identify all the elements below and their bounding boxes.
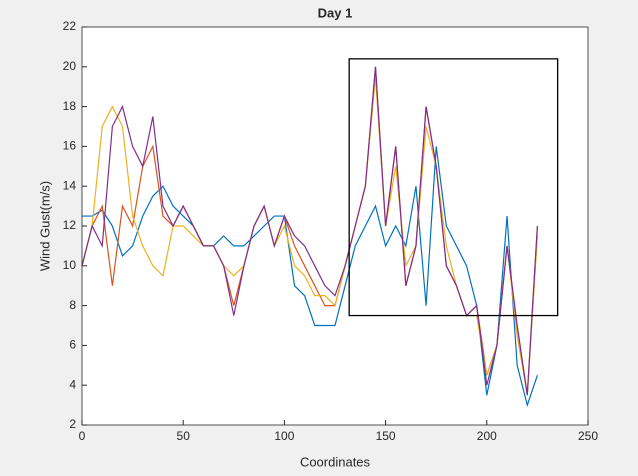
x-tick-label: 150 — [376, 429, 396, 443]
x-tick-label: 200 — [477, 429, 497, 443]
highlight-box — [348, 58, 559, 317]
x-axis-label: Coordinates — [300, 454, 371, 469]
axes-box — [81, 26, 589, 426]
y-tick-label: 14 — [63, 178, 77, 192]
y-tick-label: 16 — [63, 139, 77, 153]
y-tick-label: 18 — [63, 99, 77, 113]
y-tick-label: 12 — [63, 218, 77, 232]
plot-area — [82, 27, 588, 425]
chart-title: Day 1 — [318, 5, 353, 20]
y-tick-label: 10 — [63, 258, 77, 272]
y-tick-label: 22 — [63, 19, 77, 33]
series-line — [82, 146, 538, 408]
y-axis-label: Wind Gust(m/s) — [37, 181, 52, 271]
y-tick-label: 2 — [69, 417, 76, 431]
x-tick-label: 50 — [177, 429, 191, 443]
x-tick-label: 100 — [274, 429, 294, 443]
x-tick-label: 250 — [578, 429, 598, 443]
series-line — [81, 66, 538, 396]
y-tick-label: 6 — [69, 338, 76, 352]
y-tick-label: 20 — [63, 59, 77, 73]
y-tick-label: 4 — [69, 377, 76, 391]
y-tick-label: 8 — [69, 298, 76, 312]
x-tick-label: 0 — [79, 429, 86, 443]
